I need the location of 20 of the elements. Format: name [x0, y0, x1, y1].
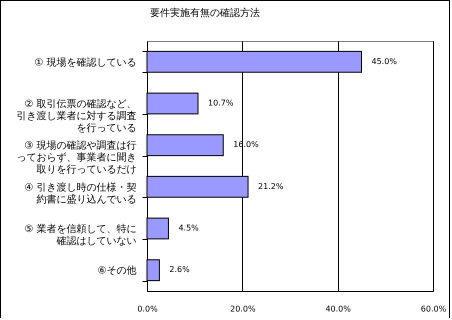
- x-tick-label: 20.0%: [230, 304, 256, 314]
- bar: [146, 218, 169, 240]
- data-label: 4.5%: [178, 224, 200, 232]
- bar: [146, 259, 160, 282]
- y-tick-label: ① 現場を確認している: [34, 56, 136, 68]
- y-tick-label: ③ 現場の確認や調査は行っておらず、事業者に聞き取りを行っているだけ: [16, 140, 136, 176]
- data-label: 21.2%: [258, 182, 284, 191]
- data-label: 2.6%: [169, 265, 190, 274]
- x-tick-label: 0.0%: [137, 304, 158, 314]
- x-tick-label: 40.0%: [325, 304, 352, 314]
- y-tick-label: ⑤ 業者を信頼して、特に確認はしていない: [24, 223, 136, 247]
- data-label: 45.0%: [372, 56, 398, 66]
- chart-title: 要件実施有無の確認方法: [150, 7, 260, 19]
- bar: [146, 92, 199, 114]
- y-tick-label: ② 取引伝票の確認など、引き渡し業者に対する調査を行っている: [16, 98, 136, 134]
- data-label: 10.7%: [208, 98, 234, 108]
- x-tick-label: 60.0%: [420, 304, 447, 314]
- bar: [146, 134, 224, 156]
- y-tick-label: ④ 引き渡し時の仕様・契約書に盛り込んでいる: [24, 181, 136, 206]
- y-tick-label: ⑥その他: [98, 264, 136, 277]
